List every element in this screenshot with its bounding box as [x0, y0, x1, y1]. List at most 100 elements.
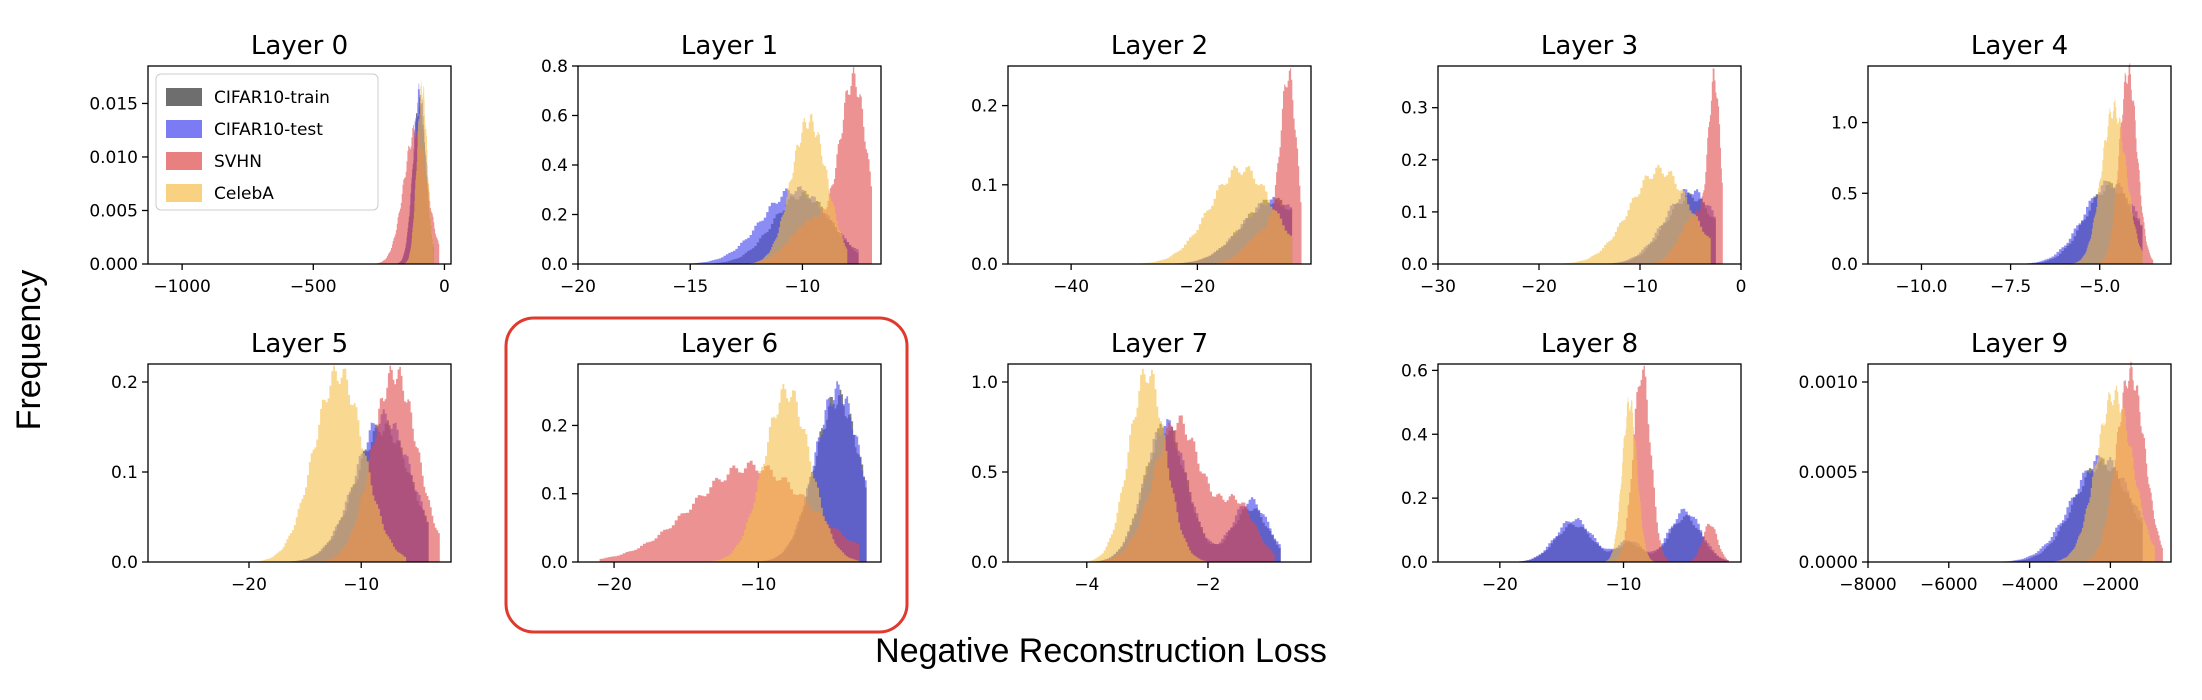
hist-cifar10-test-layer-6 — [715, 381, 867, 562]
hist-celeba-layer-7 — [1074, 368, 1239, 562]
y-axis-label: Frequency — [10, 270, 48, 431]
legend-swatch — [166, 152, 202, 170]
subplot-title: Layer 5 — [251, 329, 348, 359]
x-tick-label: −10 — [343, 575, 379, 595]
y-tick-label: 0.015 — [89, 94, 138, 114]
highlight-box — [504, 316, 909, 634]
y-tick-label: 0.5 — [1831, 184, 1858, 204]
y-tick-label: 0.1 — [971, 176, 998, 196]
x-tick-label: −30 — [1420, 277, 1456, 297]
y-tick-label: 0.6 — [541, 107, 568, 127]
y-tick-label: 0.6 — [1401, 361, 1428, 381]
hist-celeba-layer-5 — [237, 365, 407, 562]
y-tick-label: 0.0 — [971, 553, 998, 573]
y-axis-label-container: Frequency — [2, 200, 62, 500]
y-tick-label: 0.000 — [89, 255, 138, 275]
hist-celeba-layer-1 — [735, 113, 848, 264]
y-tick-label: 0.2 — [541, 416, 568, 436]
y-tick-label: 1.0 — [971, 373, 998, 393]
hist-celeba-layer-8 — [1598, 397, 1661, 562]
y-tick-label: 0.0 — [541, 553, 568, 573]
y-tick-label: 0.2 — [1401, 489, 1428, 509]
x-tick-label: −20 — [1521, 277, 1557, 297]
y-tick-label: 0.2 — [971, 97, 998, 117]
axes-frame — [577, 363, 882, 563]
x-tick-label: −2000 — [2082, 575, 2140, 595]
axes-frame — [1867, 363, 2172, 563]
axes-frame — [1437, 65, 1742, 265]
y-tick-label: 0.0 — [1401, 255, 1428, 275]
hist-svhn-layer-5 — [293, 365, 440, 562]
y-tick-label: 0.2 — [541, 206, 568, 226]
x-tick-label: −10 — [740, 575, 776, 595]
subplot-title: Layer 4 — [1971, 31, 2068, 61]
x-tick-label: −20 — [560, 277, 596, 297]
x-tick-label: −10 — [1622, 277, 1658, 297]
x-tick-label: −4 — [1074, 575, 1099, 595]
y-tick-label: 0.0010 — [1799, 373, 1858, 393]
y-tick-label: 0.010 — [89, 148, 138, 168]
x-tick-label: −20 — [1482, 575, 1518, 595]
y-tick-label: 0.0 — [1831, 255, 1858, 275]
y-tick-label: 0.1 — [541, 485, 568, 505]
axes-frame — [1437, 363, 1742, 563]
axes-frame — [147, 65, 452, 265]
y-tick-label: 0.3 — [1401, 99, 1428, 119]
subplot-title: Layer 9 — [1971, 329, 2068, 359]
x-tick-label: −20 — [1179, 277, 1215, 297]
legend-label: SVHN — [214, 152, 262, 172]
legend-label: CIFAR10-train — [214, 88, 330, 108]
y-tick-label: 1.0 — [1831, 114, 1858, 134]
axes-frame — [1867, 65, 2172, 265]
subplot-layer-7: −4 −2 0.0 0.5 1.0 Layer 7 — [971, 329, 1312, 595]
subplot-layer-4: −10.0 −7.5 −5.0 0.0 0.5 1.0 Layer 4 — [1831, 31, 2172, 297]
subplot-layer-0: −1000 −500 0 0.000 0.005 0.010 0.015 Layer 0 CIF… — [89, 31, 452, 297]
y-tick-label: 0.0005 — [1799, 463, 1858, 483]
x-tick-label: −1000 — [153, 277, 211, 297]
hist-svhn-layer-4 — [2081, 63, 2154, 265]
x-tick-label: −500 — [290, 277, 337, 297]
legend-label: CIFAR10-test — [214, 120, 323, 140]
y-tick-label: 0.5 — [971, 463, 998, 483]
subplot-title: Layer 2 — [1111, 31, 1208, 61]
x-tick-label: −4000 — [2001, 575, 2059, 595]
subplot-title: Layer 7 — [1111, 329, 1208, 359]
hist-svhn-layer-7 — [1086, 415, 1275, 562]
y-tick-label: 0.4 — [541, 156, 568, 176]
x-tick-label: −2 — [1195, 575, 1220, 595]
x-tick-label: −6000 — [1920, 575, 1978, 595]
x-tick-label: −8000 — [1839, 575, 1897, 595]
legend-swatch — [166, 88, 202, 106]
legend-label: CelebA — [214, 184, 274, 204]
subplot-title: Layer 0 — [251, 31, 348, 61]
hist-celeba-layer-3 — [1518, 164, 1711, 264]
x-tick-label: −10 — [1606, 575, 1642, 595]
hist-celeba-layer-6 — [686, 383, 860, 562]
y-tick-label: 0.0 — [971, 255, 998, 275]
subplot-layer-9: −8000 −6000 −4000 −2000 0.0000 0.0005 0.0010 La… — [1799, 329, 2172, 595]
legend-swatch — [166, 184, 202, 202]
x-tick-label: −5.0 — [2079, 277, 2120, 297]
y-tick-label: 0.2 — [111, 373, 138, 393]
hist-cifar10-test-layer-4 — [1921, 180, 2143, 264]
hist-celeba-layer-0 — [392, 80, 434, 264]
subplot-layer-6: −20 −10 0.0 0.1 0.2 Layer 6 — [504, 316, 909, 634]
hist-celeba-layer-2 — [1071, 165, 1293, 264]
axes-frame — [1007, 65, 1312, 265]
subplot-layer-2: −40 −20 0.0 0.1 0.2 Layer 2 — [971, 31, 1312, 297]
subplot-title: Layer 3 — [1541, 31, 1638, 61]
x-tick-label: 0 — [1736, 277, 1747, 297]
x-axis-label: Negative Reconstruction Loss — [875, 632, 1327, 670]
y-axis-label-svg: Frequency — [10, 270, 48, 431]
legend-swatch — [166, 120, 202, 138]
x-tick-label: −20 — [231, 575, 267, 595]
x-tick-label: 0 — [439, 277, 450, 297]
hist-svhn-layer-1 — [757, 67, 872, 264]
y-tick-label: 0.005 — [89, 201, 138, 221]
y-tick-label: 0.0 — [111, 553, 138, 573]
subplot-layer-8: −20 −10 0.0 0.2 0.4 0.6 Layer 8 — [1401, 329, 1742, 595]
axes-frame — [1007, 363, 1312, 563]
y-tick-label: 0.0 — [1401, 553, 1428, 573]
x-tick-label: −20 — [596, 575, 632, 595]
